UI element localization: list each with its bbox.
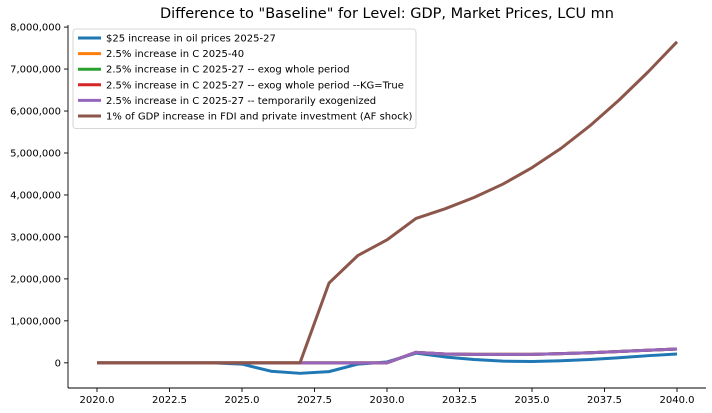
legend-frame	[72, 28, 417, 129]
legend-label-3: 2.5% increase in C 2025-27 -- exog whole…	[106, 65, 350, 76]
y-tick-label: 8,000,000	[10, 23, 61, 34]
y-tick-label: 4,000,000	[10, 190, 61, 201]
series-layer	[97, 40, 679, 375]
chart-title: Difference to "Baseline" for Level: GDP,…	[160, 6, 614, 22]
x-tick-label: 2037.5	[587, 395, 622, 406]
x-tick-label: 2032.5	[442, 395, 477, 406]
y-tick-label: 6,000,000	[10, 107, 61, 118]
x-tick-label: 2020.0	[80, 395, 115, 406]
x-tick-label: 2025.0	[225, 395, 260, 406]
y-tick-label: 3,000,000	[10, 232, 61, 243]
x-tick-label: 2027.5	[297, 395, 332, 406]
x-tick-label: 2035.0	[515, 395, 550, 406]
series-line-6	[97, 40, 679, 365]
x-tick-label: 2022.5	[152, 395, 187, 406]
x-tick-label: 2030.0	[370, 395, 405, 406]
legend-label-6: 1% of GDP increase in FDI and private in…	[106, 112, 413, 123]
y-tick-label: 7,000,000	[10, 65, 61, 76]
y-tick-label: 0	[55, 358, 61, 369]
legend-label-4: 2.5% increase in C 2025-27 -- exog whole…	[106, 80, 404, 91]
x-tick-label: 2040.0	[660, 395, 695, 406]
y-tick-label: 5,000,000	[10, 148, 61, 159]
legend-label-1: $25 increase in oil prices 2025-27	[106, 34, 276, 45]
legend-label-2: 2.5% increase in C 2025-40	[106, 49, 244, 60]
y-tick-label: 2,000,000	[10, 274, 61, 285]
legend: $25 increase in oil prices 2025-27 2.5% i…	[72, 28, 417, 129]
y-tick-label: 1,000,000	[10, 316, 61, 327]
legend-label-5: 2.5% increase in C 2025-27 -- temporaril…	[106, 96, 376, 107]
axes: 2020.0 2022.5 2025.0 2027.5 2030.0 2032.5 2035…	[10, 23, 706, 406]
